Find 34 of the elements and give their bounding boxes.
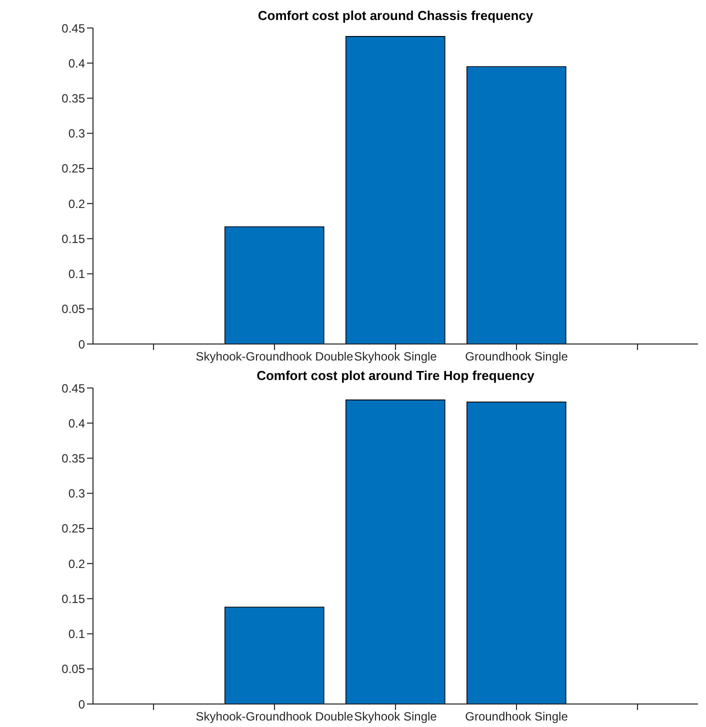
y-tick-label: 0.05 <box>62 302 86 316</box>
bar <box>224 606 324 704</box>
y-tick-label: 0.15 <box>62 232 86 246</box>
x-tick-label: Skyhook Single <box>354 710 438 724</box>
y-tick-label: 0.35 <box>62 451 86 466</box>
y-tick-label: 0 <box>78 697 86 712</box>
x-tick-label: Skyhook Single <box>354 350 438 364</box>
bar <box>466 402 566 704</box>
y-tick-label: 0.45 <box>62 381 86 396</box>
x-tick-label: Skyhook-Groundhook Double <box>196 710 354 724</box>
y-tick-label: 0.45 <box>62 21 86 36</box>
y-tick-label: 0.3 <box>68 126 86 141</box>
y-tick-label: 0.05 <box>62 662 86 676</box>
x-tick-label: Groundhook Single <box>465 710 568 724</box>
x-tick-label: Skyhook-Groundhook Double <box>196 350 354 364</box>
y-tick-label: 0.1 <box>68 627 86 642</box>
bar <box>224 226 324 344</box>
y-tick-label: 0.1 <box>68 267 86 282</box>
y-tick-label: 0.25 <box>62 522 86 536</box>
y-tick-label: 0.4 <box>68 416 86 430</box>
y-tick-label: 0.4 <box>68 56 86 70</box>
chart-title: Comfort cost plot around Chassis frequency <box>258 8 534 23</box>
y-tick-label: 0 <box>78 337 86 352</box>
bar <box>345 36 446 344</box>
y-tick-label: 0.35 <box>62 91 86 106</box>
bar <box>466 66 566 344</box>
y-tick-label: 0.25 <box>62 162 86 176</box>
bar <box>345 400 446 704</box>
y-tick-label: 0.15 <box>62 592 86 606</box>
y-tick-label: 0.2 <box>68 556 86 571</box>
chart-title: Comfort cost plot around Tire Hop frequency <box>256 368 534 383</box>
y-tick-label: 0.2 <box>68 196 86 211</box>
x-tick-label: Groundhook Single <box>465 350 568 364</box>
y-tick-label: 0.3 <box>68 486 86 501</box>
